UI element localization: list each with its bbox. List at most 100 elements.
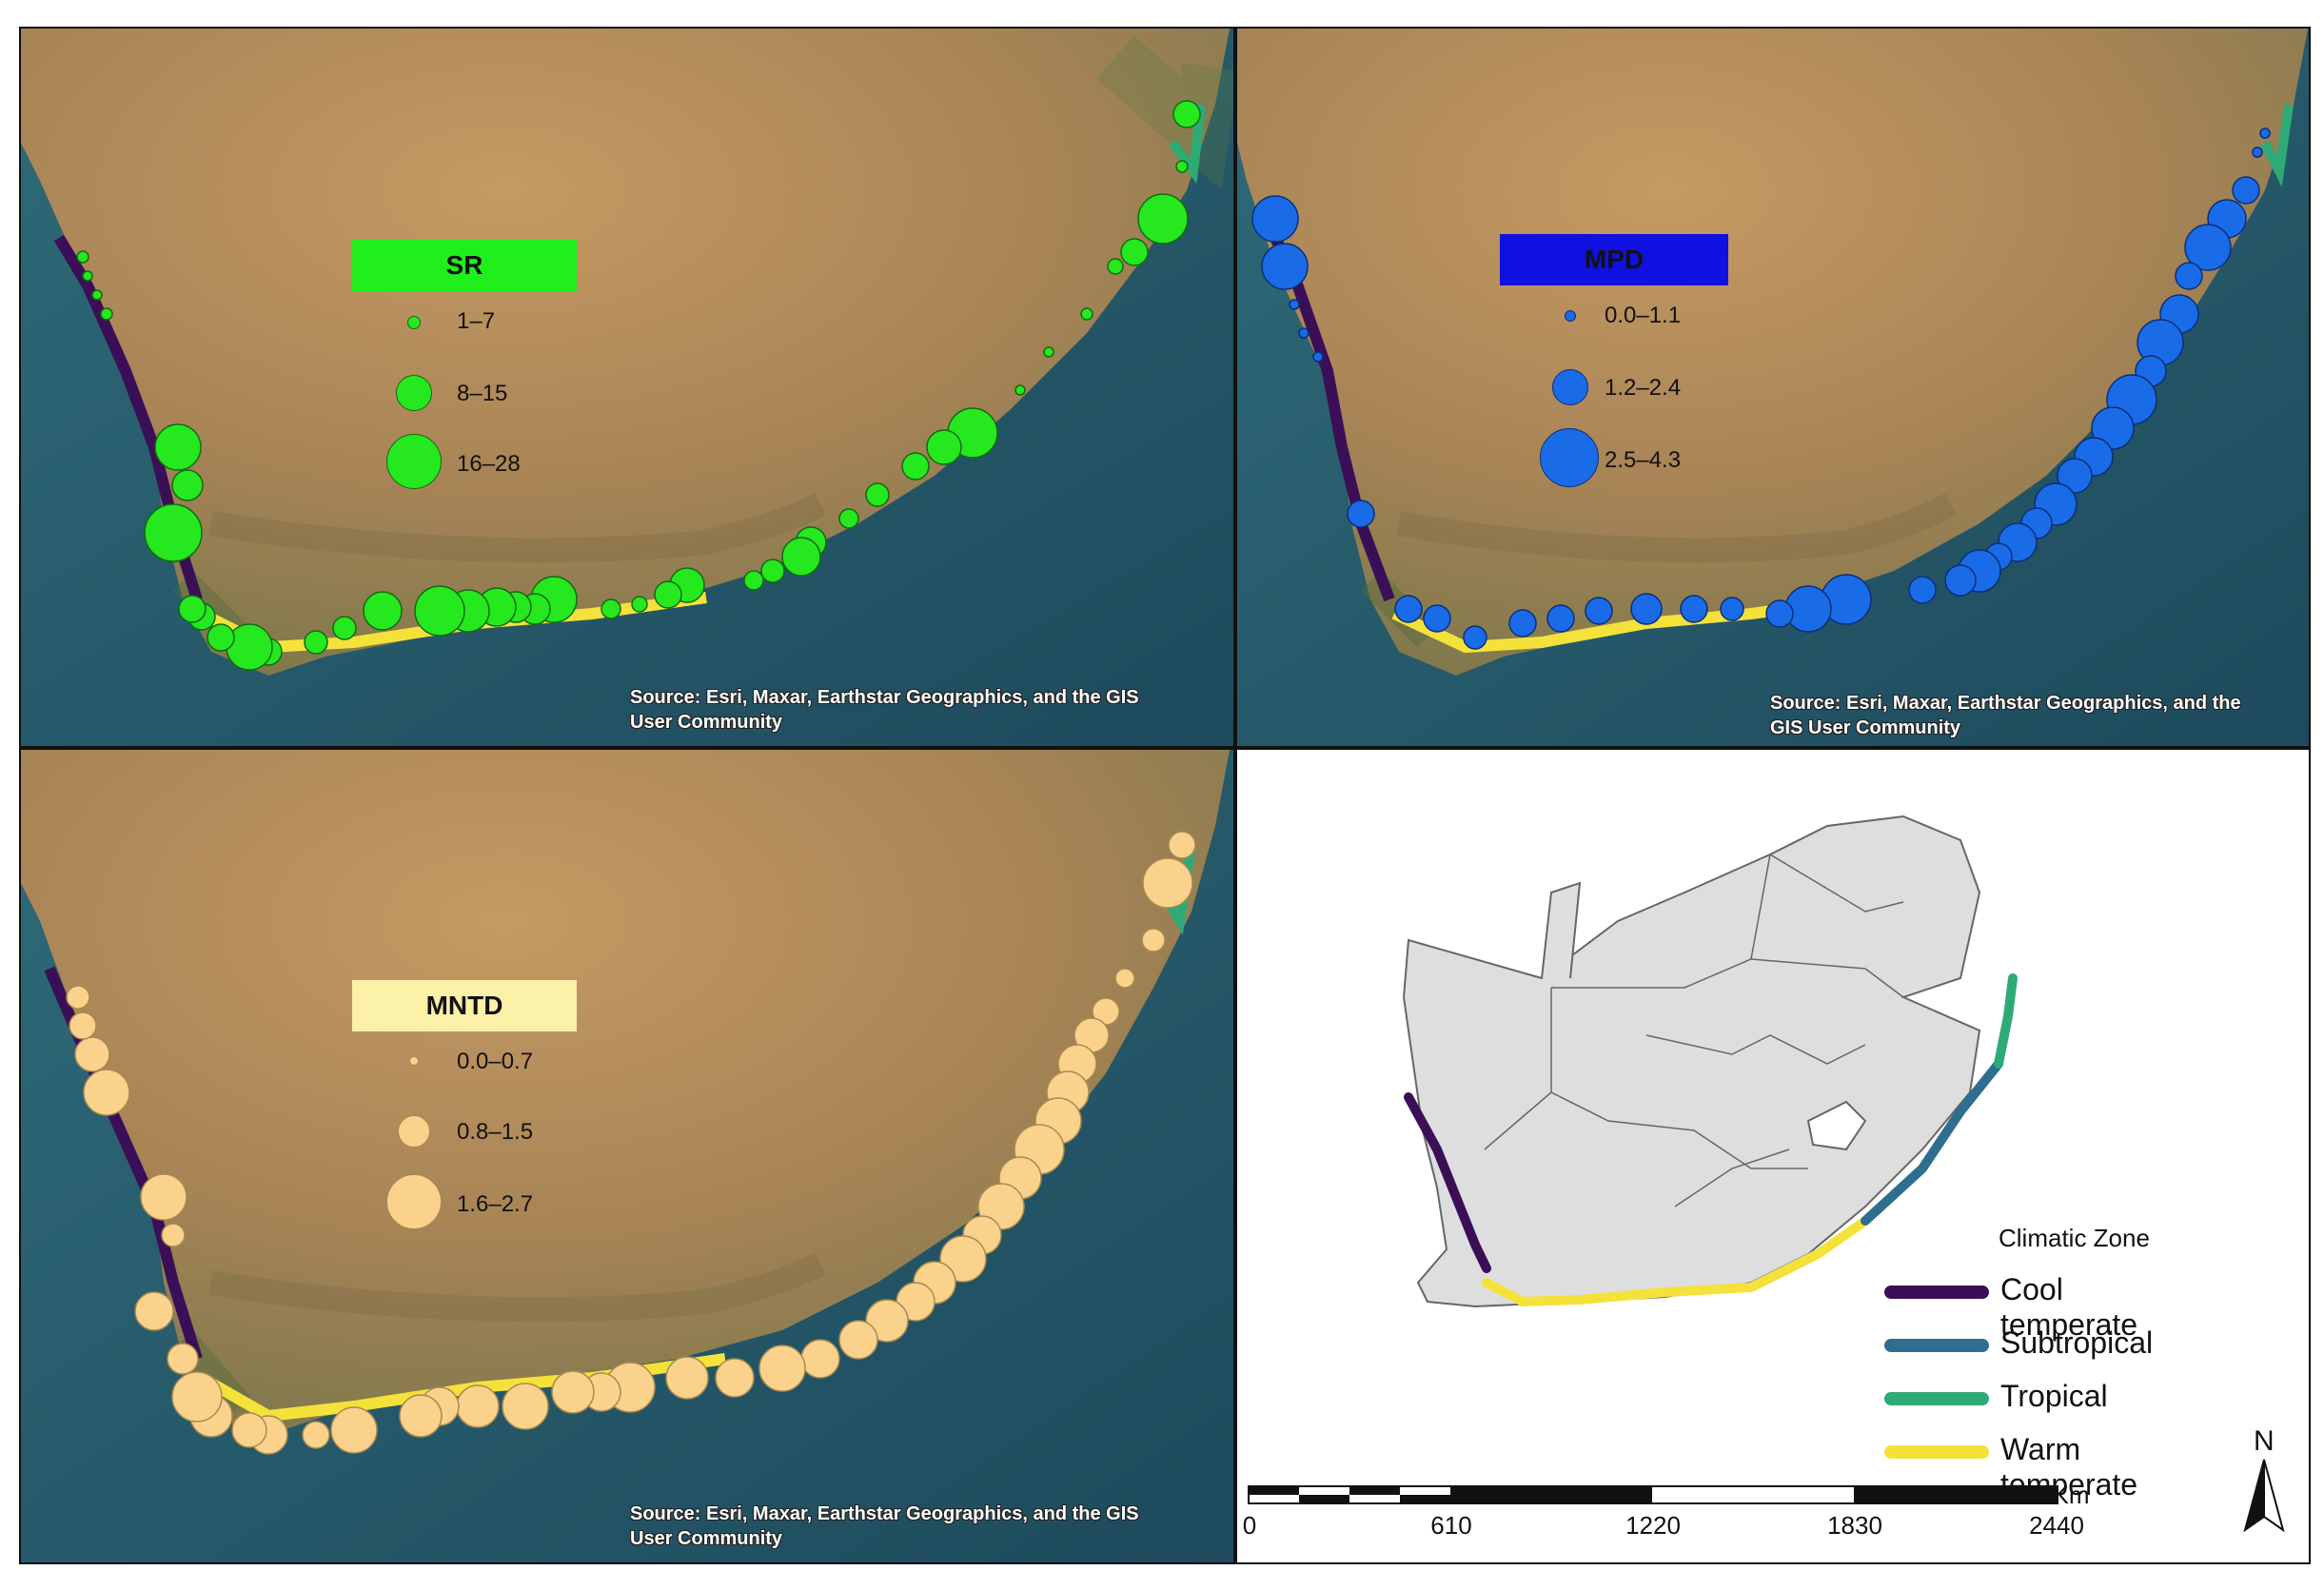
mntd-point [758, 1345, 806, 1392]
mpd-point [1312, 351, 1324, 363]
mpd-point [1944, 564, 1977, 597]
mpd-point [1394, 595, 1423, 623]
scale-unit-label: Km [2052, 1481, 2090, 1509]
scale-tick-1830: 1830 [1827, 1511, 1882, 1540]
satellite-basemap [21, 750, 1233, 1562]
sr-point [171, 469, 204, 501]
zone-row-cool-temperate: Cool temperate [1884, 1265, 2150, 1342]
sr-point [1107, 258, 1124, 275]
mpd-point [1508, 609, 1537, 638]
mntd-legend: MNTD 0.0–0.7 0.8–1.5 1.6–2.7 [352, 980, 577, 1243]
mntd-point [167, 1343, 199, 1375]
mntd-point [502, 1383, 549, 1430]
mpd-point [1546, 604, 1575, 633]
sr-point [1120, 238, 1149, 266]
sr-point [901, 452, 930, 481]
cool-temperate-swatch [1884, 1286, 1989, 1299]
sr-point [82, 270, 93, 282]
tropical-label: Tropical [2000, 1379, 2108, 1413]
sr-point [144, 503, 203, 562]
mpd-point [1298, 327, 1310, 339]
sr-point [1137, 193, 1189, 245]
subtropical-label: Subtropical [2000, 1325, 2154, 1360]
mpd-class-medium-symbol [1552, 369, 1588, 405]
sr-point [207, 623, 235, 652]
mpd-point [2232, 176, 2260, 205]
mpd-class-large-label: 2.5–4.3 [1605, 447, 1682, 473]
sr-point [414, 585, 465, 637]
sr-point [91, 289, 103, 301]
sr-point [226, 623, 273, 671]
sr-point [1172, 100, 1201, 128]
mntd-point [134, 1291, 174, 1331]
sr-point [601, 599, 621, 619]
mpd-point [1720, 597, 1744, 621]
mntd-point [665, 1356, 709, 1400]
sr-point [178, 595, 207, 623]
cool-temperate-label: Cool temperate [2000, 1272, 2138, 1342]
mpd-point [1585, 597, 1613, 625]
sr-point [100, 307, 113, 321]
mntd-point [231, 1412, 267, 1448]
mntd-point [140, 1173, 187, 1221]
mpd-point [2057, 458, 2093, 494]
sr-point [865, 482, 890, 507]
mpd-point [1289, 299, 1300, 310]
mpd-point [1463, 625, 1487, 650]
mntd-point [171, 1371, 223, 1423]
mntd-class-small-label: 0.0–0.7 [457, 1049, 534, 1074]
sr-class-medium-symbol [396, 375, 432, 411]
south-africa-outline-map [1402, 815, 2018, 1308]
sr-class-large-symbol [386, 434, 442, 489]
sr-point [760, 559, 785, 583]
mntd-point [551, 1370, 595, 1414]
zone-row-tropical: Tropical [1884, 1371, 2150, 1424]
satellite-basemap [21, 29, 1233, 746]
mntd-class-medium-symbol [398, 1115, 430, 1148]
sr-legend-title: SR [352, 240, 577, 291]
sr-legend: SR 1–7 8–15 16–28 [352, 240, 577, 502]
sr-class-medium-label: 8–15 [457, 381, 508, 406]
sr-point [76, 250, 89, 264]
mpd-legend-title: MPD [1500, 234, 1728, 285]
mpd-source-credit: Source: Esri, Maxar, Earthstar Geographi… [1770, 693, 2241, 738]
mntd-point [838, 1320, 878, 1360]
sr-point [781, 537, 821, 577]
zone-row-warm-temperate: Warm temperate [1884, 1424, 2150, 1502]
mntd-point [302, 1421, 330, 1449]
mntd-point [1114, 968, 1135, 989]
mntd-class-small-symbol [409, 1056, 419, 1066]
scale-tick-0: 0 [1242, 1511, 1257, 1540]
mpd-point [1680, 595, 1708, 623]
sr-point [926, 429, 962, 465]
sr-point [1175, 160, 1189, 173]
scale-tick-1220: 1220 [1625, 1511, 1681, 1540]
scale-tick-2440: 2440 [2029, 1511, 2084, 1540]
mpd-point [1251, 195, 1299, 243]
sr-point [332, 616, 357, 640]
mpd-point [2175, 262, 2203, 290]
sr-point [1014, 384, 1026, 396]
north-arrow-label: N [2254, 1425, 2275, 1457]
satellite-basemap [1237, 29, 2309, 746]
mntd-point [69, 1011, 97, 1040]
sr-class-small-label: 1–7 [457, 308, 496, 334]
mpd-point [1765, 599, 1794, 628]
mntd-class-medium-label: 0.8–1.5 [457, 1119, 534, 1145]
warm-temperate-label: Warm temperate [2000, 1432, 2138, 1502]
mntd-point [66, 985, 90, 1010]
mntd-point [330, 1406, 378, 1454]
map-panel-sr: SR 1–7 8–15 16–28 Source: Esri, Maxar, E… [19, 27, 1235, 748]
mpd-class-large-symbol [1540, 428, 1599, 487]
tropical-swatch [1884, 1392, 1989, 1405]
scale-bar [1248, 1485, 2058, 1504]
climatic-zone-legend: Climatic Zone Cool temperate Subtropical… [1884, 1224, 2154, 1502]
mpd-point [1347, 500, 1375, 528]
scale-tick-610: 610 [1430, 1511, 1472, 1540]
climatic-zone-legend-title: Climatic Zone [1999, 1224, 2150, 1252]
sr-point [1043, 346, 1054, 358]
mntd-point [399, 1394, 443, 1438]
mpd-point [1261, 243, 1309, 290]
mpd-legend: MPD 0.0–1.1 1.2–2.4 2.5–4.3 [1500, 234, 1728, 497]
zone-row-subtropical: Subtropical [1884, 1318, 2154, 1371]
